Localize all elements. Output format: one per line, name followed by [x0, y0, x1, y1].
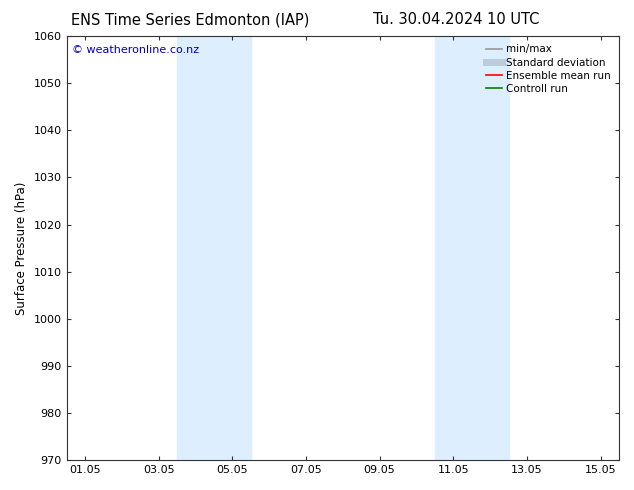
Legend: min/max, Standard deviation, Ensemble mean run, Controll run: min/max, Standard deviation, Ensemble me…	[483, 41, 614, 97]
Bar	[214, 36, 250, 460]
Y-axis label: Surface Pressure (hPa): Surface Pressure (hPa)	[15, 181, 28, 315]
Text: © weatheronline.co.nz: © weatheronline.co.nz	[72, 45, 199, 54]
Bar	[435, 36, 472, 460]
Bar	[472, 36, 508, 460]
Text: ENS Time Series Edmonton (IAP): ENS Time Series Edmonton (IAP)	[71, 12, 309, 27]
Text: Tu. 30.04.2024 10 UTC: Tu. 30.04.2024 10 UTC	[373, 12, 540, 27]
Bar	[177, 36, 214, 460]
